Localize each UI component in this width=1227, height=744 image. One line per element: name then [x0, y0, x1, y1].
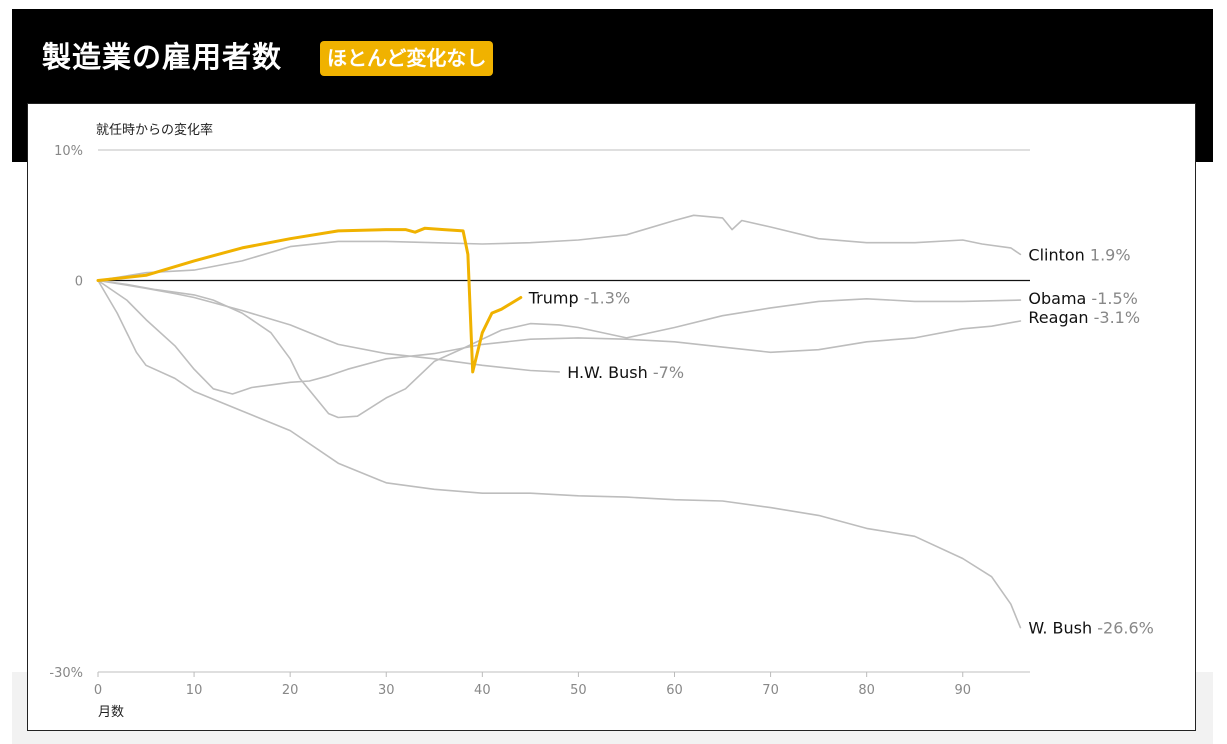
y-axis-label: 就任時からの変化率: [96, 122, 213, 138]
end-label-h-w-bush: H.W. Bush -7%: [567, 363, 684, 382]
x-tick-label: 60: [666, 683, 683, 698]
x-tick-label: 30: [378, 683, 395, 698]
end-label-clinton: Clinton 1.9%: [1028, 245, 1130, 264]
end-label-reagan: Reagan -3.1%: [1028, 308, 1140, 327]
x-tick-label: 80: [858, 683, 875, 698]
x-tick-label: 50: [570, 683, 587, 698]
series-line-trump: [96, 226, 523, 374]
x-tick-label: 0: [94, 683, 102, 698]
y-tick-label: 10%: [54, 144, 83, 159]
end-label-trump: Trump -1.3%: [528, 288, 630, 307]
x-tick-label: 10: [186, 683, 203, 698]
summary-badge: ほとんど変化なし: [320, 41, 494, 76]
x-tick-label: 70: [762, 683, 779, 698]
series-line-clinton: [97, 214, 1022, 282]
end-label-obama: Obama -1.5%: [1028, 289, 1137, 308]
line-chart: Clinton 1.9% Obama -1.5%Reagan -3.1% H.W. …: [49, 122, 1153, 720]
x-tick-label: 20: [282, 683, 299, 698]
chart-card: Clinton 1.9% Obama -1.5% Reagan -3.1% H.W. …: [27, 103, 1196, 731]
page-title: 製造業の雇用者数: [42, 40, 283, 74]
end-label-w-bush: W. Bush -26.6%: [1028, 619, 1153, 638]
x-tick-label: 90: [954, 683, 971, 698]
y-tick-label: -30%: [49, 666, 83, 681]
y-tick-label: 0: [75, 275, 83, 290]
x-axis-label: 月数: [98, 705, 124, 720]
series-line-h-w-bush: [97, 279, 560, 373]
series-line-w-bush: [97, 279, 1022, 629]
series-line-obama: [97, 279, 1022, 419]
x-tick-label: 40: [474, 683, 491, 698]
